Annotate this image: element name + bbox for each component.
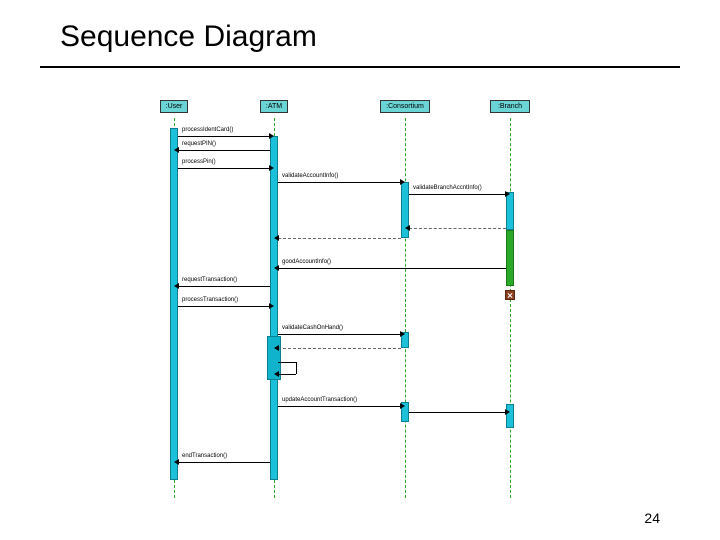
message-arrowhead-15 [174,459,179,465]
title-underline [40,66,680,68]
lifeline-branch: :Branch [490,100,530,113]
message-label-13: updateAccountTransaction() [282,397,357,403]
message-arrowhead-7 [274,265,279,271]
lifeline-consortium: :Consortium [380,100,430,113]
message-label-10: validateCashOnHand() [282,325,343,331]
message-line-1 [178,150,270,151]
page-title: Sequence Diagram [60,20,720,54]
message-line-10 [278,334,401,335]
message-arrowhead-10 [400,331,405,337]
message-arrowhead-2 [269,165,274,171]
message-arrowhead-0 [269,133,274,139]
activation-user-0 [170,128,178,480]
message-line-7 [278,268,506,269]
lifeline-dash-consortium [405,118,406,498]
message-arrowhead-3 [400,179,405,185]
lifeline-user: :User [160,100,188,113]
message-arrowhead-9 [269,303,274,309]
message-line-14 [409,412,506,413]
message-label-0: processIdentCard() [182,127,233,133]
message-line-8 [178,286,270,287]
message-arrowhead-8 [174,283,179,289]
message-label-9: processTransaction() [182,297,238,303]
message-label-3: validateAccountInfo() [282,173,338,179]
activation-branch-7 [506,230,514,286]
message-arrowhead-6 [274,235,279,241]
message-line-6 [278,238,401,239]
activation-branch-6 [506,192,514,230]
message-line-2 [178,168,270,169]
stop-icon [505,290,515,300]
message-label-7: goodAccountInfo() [282,259,331,265]
message-label-1: requestPIN() [182,141,216,147]
message-line-3 [278,182,401,183]
message-arrowhead-14 [505,409,510,415]
message-arrowhead-5 [405,225,410,231]
lifeline-dash-branch [510,118,511,498]
message-line-13 [278,406,401,407]
message-label-15: endTransaction() [182,453,227,459]
message-arrowhead-11 [274,345,279,351]
message-arrowhead-13 [400,403,405,409]
message-line-9 [178,306,270,307]
message-line-0 [178,136,270,137]
message-line-4 [409,194,506,195]
message-label-8: requestTransaction() [182,277,237,283]
message-label-4: validateBranchAccntInfo() [413,185,482,191]
activation-branch-8 [506,404,514,428]
sequence-diagram: :User :ATM :Consortium :Branch processIdentC… [140,100,620,500]
message-line-15 [178,462,270,463]
message-arrowhead-4 [505,191,510,197]
page-number: 24 [644,510,660,526]
message-label-2: processPin() [182,159,216,165]
message-arrowhead-1 [174,147,179,153]
lifeline-atm: :ATM [260,100,288,113]
message-line-11 [278,348,401,349]
message-line-5 [409,228,506,229]
